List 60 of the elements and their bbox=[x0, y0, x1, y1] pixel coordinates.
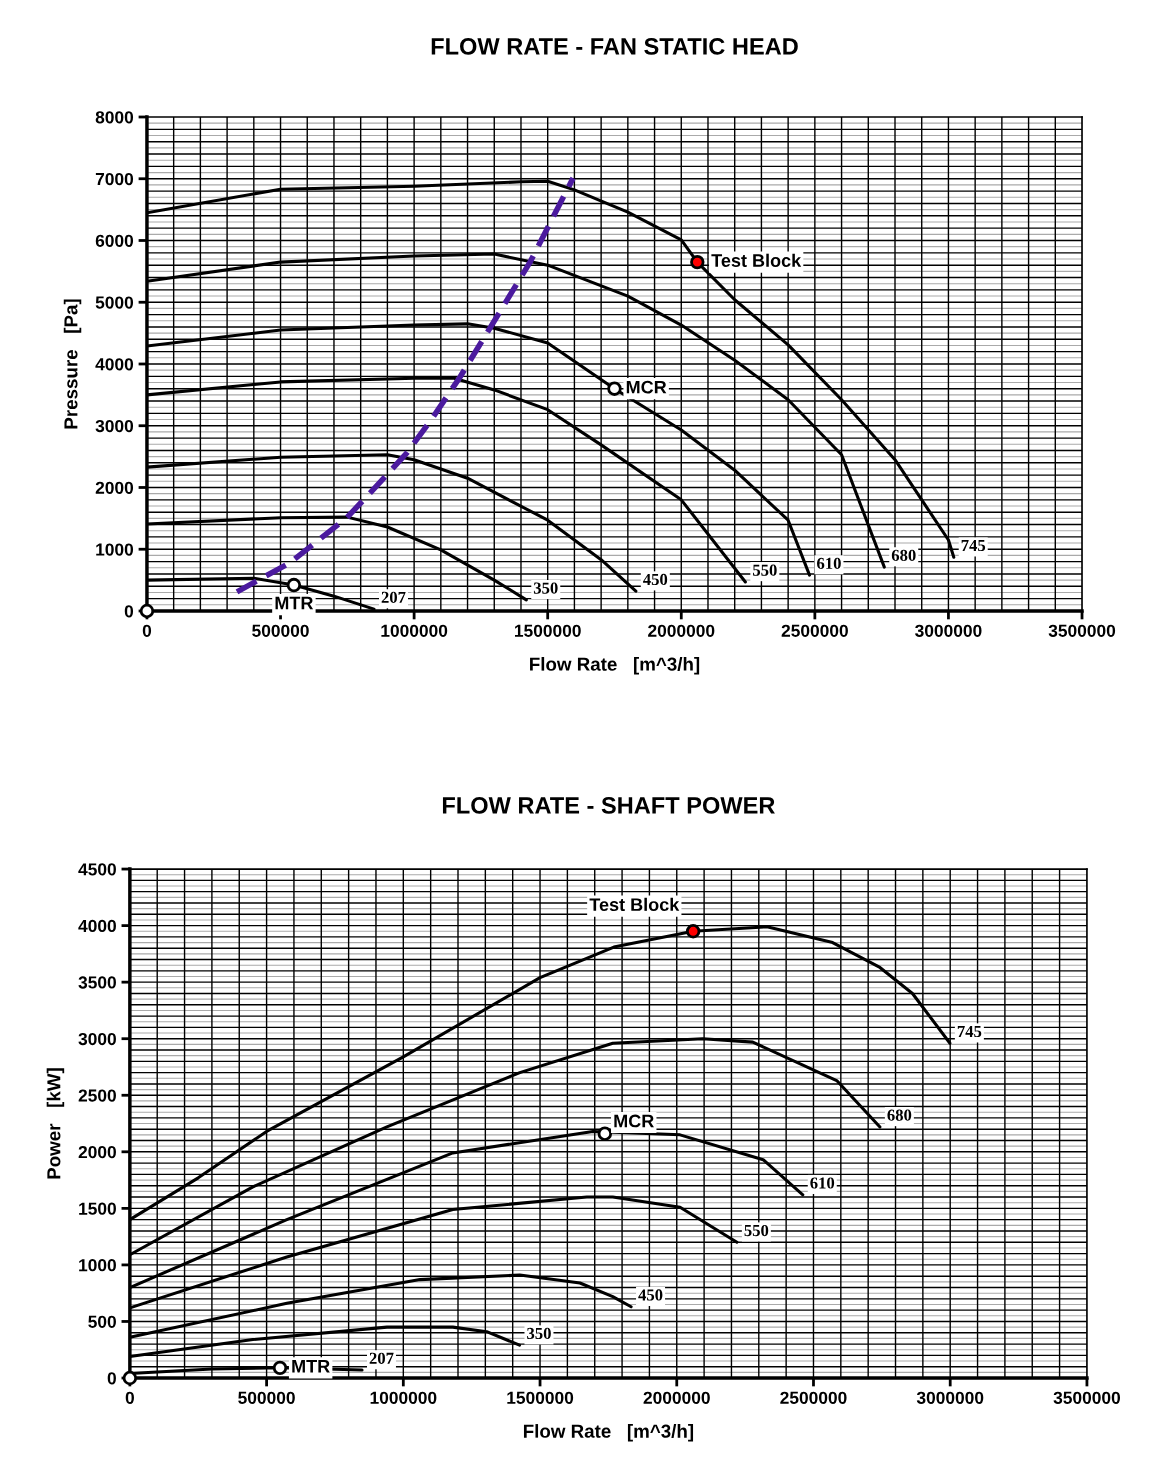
series-label: 680 bbox=[891, 549, 916, 561]
series-label: 680 bbox=[887, 1109, 912, 1121]
y-tick-label: 4000 bbox=[78, 919, 116, 933]
y-tick-label: 0 bbox=[124, 605, 134, 618]
y-tick-label: 1500 bbox=[79, 1202, 116, 1215]
y-tick-label: 2000 bbox=[78, 1145, 116, 1159]
series-label: 350 bbox=[533, 582, 558, 594]
y-tick-label: 6000 bbox=[95, 234, 134, 247]
y-tick-label: 8000 bbox=[95, 111, 134, 124]
y-tick-label: 1000 bbox=[79, 1259, 116, 1272]
y-axis-title: Pressure [Pa] bbox=[63, 299, 82, 429]
series-label: 550 bbox=[753, 564, 777, 576]
series-label: 745 bbox=[961, 539, 986, 552]
y-tick-label: 2500 bbox=[78, 1089, 116, 1102]
annotation: Test Block bbox=[711, 253, 802, 267]
x-tick-label: 1000000 bbox=[370, 1391, 437, 1404]
annotation: MCR bbox=[614, 1114, 654, 1128]
chart-title: FLOW RATE - FAN STATIC HEAD bbox=[431, 38, 798, 55]
y-tick-label: 5000 bbox=[95, 296, 134, 309]
series-label: 207 bbox=[369, 1352, 394, 1364]
y-tick-label: 3000 bbox=[78, 1032, 116, 1046]
chart-title: FLOW RATE - SHAFT POWER bbox=[442, 797, 775, 814]
y-tick-label: 4500 bbox=[78, 863, 116, 876]
x-tick-label: 1500000 bbox=[507, 1391, 574, 1404]
y-tick-label: 3000 bbox=[95, 419, 134, 433]
y-tick-label: 0 bbox=[107, 1372, 116, 1385]
series-label: 610 bbox=[810, 1177, 835, 1189]
x-tick-label: 2500000 bbox=[780, 1391, 847, 1404]
series-label: 745 bbox=[957, 1025, 982, 1038]
series-label: 207 bbox=[381, 591, 406, 603]
x-tick-label: 3000000 bbox=[915, 624, 982, 637]
x-tick-label: 0 bbox=[142, 624, 152, 637]
x-tick-label: 3500000 bbox=[1048, 624, 1116, 637]
y-tick-label: 2000 bbox=[95, 481, 134, 494]
y-tick-label: 1000 bbox=[96, 543, 134, 556]
annotation: Test Block bbox=[589, 897, 680, 912]
x-tick-label: 2000000 bbox=[643, 1391, 710, 1404]
series-label: 610 bbox=[817, 557, 841, 569]
annotation: MTR bbox=[292, 1360, 330, 1373]
y-tick-label: 3500 bbox=[78, 976, 116, 989]
x-axis-title: Flow Rate [m^3/h] bbox=[530, 657, 700, 675]
x-tick-label: 3000000 bbox=[916, 1391, 984, 1404]
series-label: 450 bbox=[643, 573, 668, 586]
y-tick-label: 7000 bbox=[95, 172, 134, 186]
x-tick-label: 500000 bbox=[252, 624, 309, 637]
annotation: MCR bbox=[626, 380, 667, 394]
x-axis-title: Flow Rate [m^3/h] bbox=[523, 1424, 694, 1442]
x-tick-label: 2500000 bbox=[781, 624, 848, 637]
y-tick-label: 500 bbox=[88, 1315, 116, 1328]
annotation: MTR bbox=[275, 596, 314, 610]
y-axis-title: Power [kW] bbox=[46, 1068, 65, 1179]
x-tick-label: 3500000 bbox=[1053, 1391, 1121, 1404]
x-tick-label: 1000000 bbox=[381, 624, 448, 637]
series-label: 450 bbox=[638, 1289, 663, 1301]
x-tick-label: 500000 bbox=[238, 1391, 295, 1404]
x-tick-label: 1500000 bbox=[515, 624, 581, 637]
y-tick-label: 4000 bbox=[95, 358, 134, 371]
series-label: 350 bbox=[527, 1327, 551, 1340]
x-tick-label: 2000000 bbox=[648, 624, 715, 637]
series-label: 550 bbox=[744, 1224, 769, 1237]
